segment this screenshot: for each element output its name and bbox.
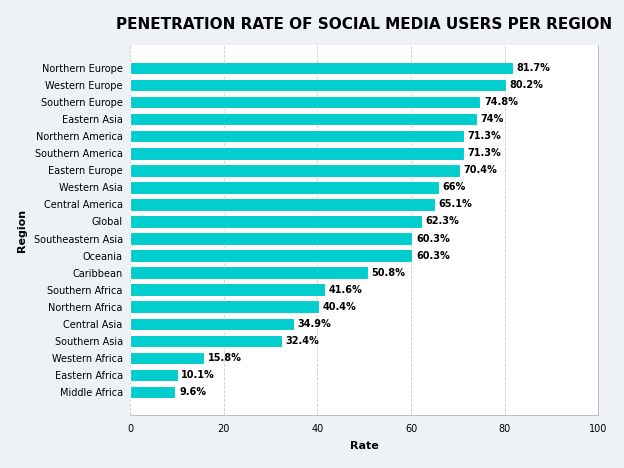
Bar — [130, 215, 422, 227]
Bar — [130, 249, 412, 262]
Bar — [130, 300, 319, 313]
Bar — [130, 233, 412, 245]
Y-axis label: Region: Region — [17, 208, 27, 252]
Text: 50.8%: 50.8% — [372, 268, 406, 278]
Title: PENETRATION RATE OF SOCIAL MEDIA USERS PER REGION: PENETRATION RATE OF SOCIAL MEDIA USERS P… — [116, 17, 612, 32]
Text: 70.4%: 70.4% — [464, 165, 497, 176]
Bar — [130, 79, 505, 91]
Text: 41.6%: 41.6% — [329, 285, 363, 294]
Text: 74%: 74% — [480, 114, 504, 124]
Bar — [130, 369, 178, 381]
Text: 62.3%: 62.3% — [426, 217, 459, 227]
Text: 60.3%: 60.3% — [416, 250, 450, 261]
Text: 81.7%: 81.7% — [516, 63, 550, 73]
Text: 66%: 66% — [443, 183, 466, 192]
Bar — [130, 386, 175, 398]
Bar — [130, 96, 480, 109]
Text: 32.4%: 32.4% — [286, 336, 319, 346]
Bar — [130, 317, 294, 330]
Bar — [130, 62, 512, 74]
X-axis label: Rate: Rate — [350, 441, 379, 451]
Text: 71.3%: 71.3% — [467, 148, 502, 158]
Text: 60.3%: 60.3% — [416, 234, 450, 243]
Text: 15.8%: 15.8% — [208, 353, 242, 363]
Text: 10.1%: 10.1% — [182, 370, 215, 380]
Bar — [130, 181, 439, 194]
Bar — [130, 351, 204, 364]
Text: 80.2%: 80.2% — [509, 80, 543, 90]
Text: 65.1%: 65.1% — [439, 199, 472, 210]
Bar — [130, 266, 368, 279]
Bar — [130, 113, 477, 125]
Bar — [130, 147, 464, 160]
Bar — [130, 284, 325, 296]
Bar — [130, 198, 435, 211]
Bar — [130, 130, 464, 142]
Bar — [130, 164, 460, 176]
Text: 74.8%: 74.8% — [484, 97, 518, 107]
Text: 71.3%: 71.3% — [467, 132, 502, 141]
Text: 9.6%: 9.6% — [179, 387, 206, 397]
Text: 40.4%: 40.4% — [323, 301, 357, 312]
Bar — [130, 335, 282, 347]
Text: 34.9%: 34.9% — [298, 319, 331, 329]
